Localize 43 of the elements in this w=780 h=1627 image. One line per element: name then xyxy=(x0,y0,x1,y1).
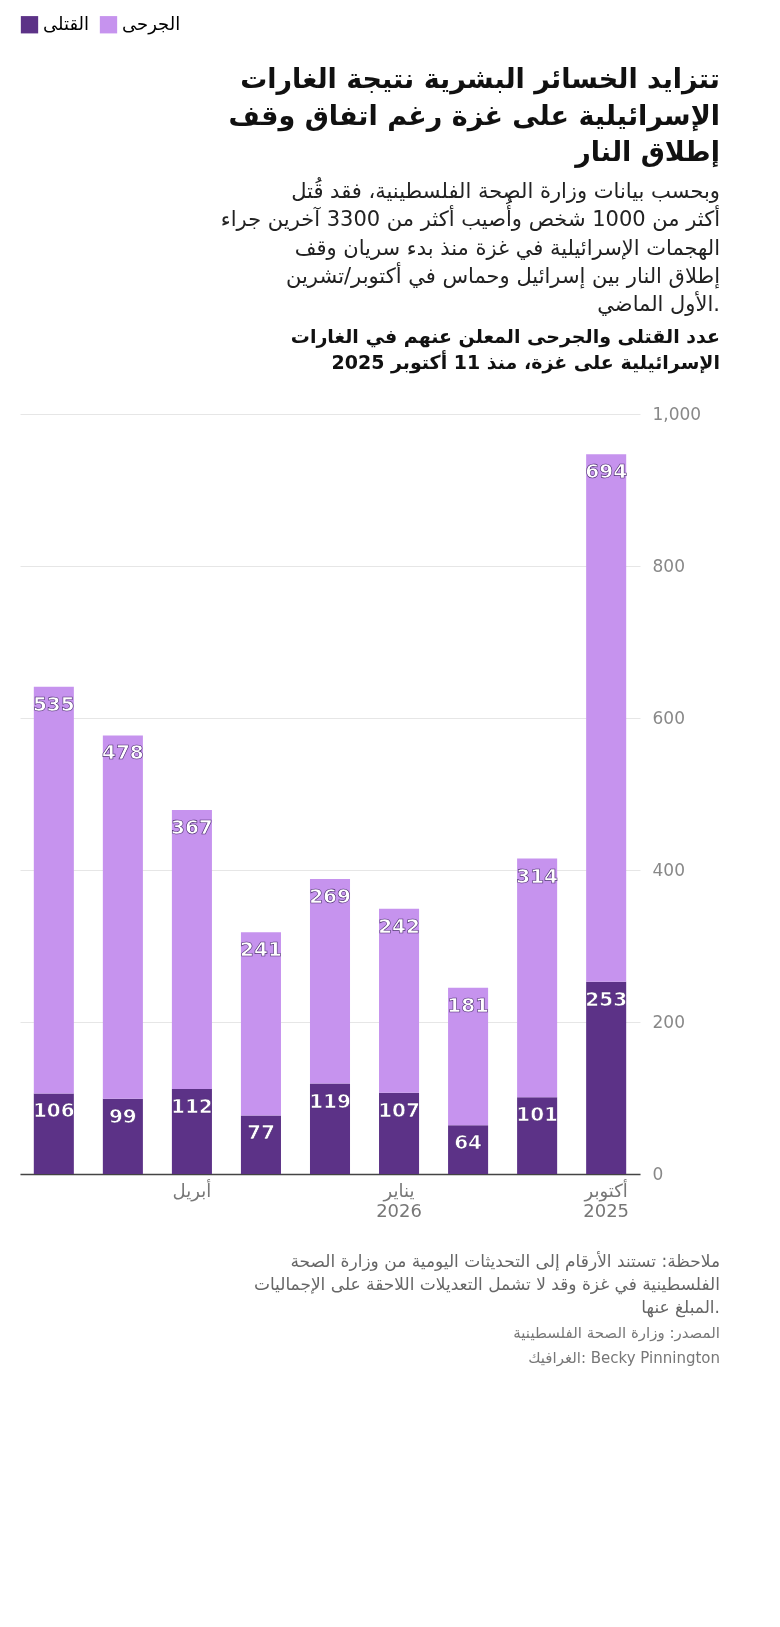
y-tick-label: 0 xyxy=(652,1163,664,1184)
legend-label: الجرحى xyxy=(122,12,181,35)
bar xyxy=(517,858,558,1098)
data-label: 314 xyxy=(516,863,558,888)
data-label: 101 xyxy=(516,1102,558,1127)
data-label: 107 xyxy=(378,1097,420,1122)
bar xyxy=(33,686,74,1094)
bar xyxy=(379,908,420,1093)
text: المصدر: وزارة الصحة الفلسطينية xyxy=(513,1324,720,1343)
x-tick-label: أبريل xyxy=(172,1178,212,1202)
data-label: 269 xyxy=(309,884,351,909)
bar xyxy=(586,981,627,1174)
data-label: 112 xyxy=(171,1093,213,1118)
data-label: 478 xyxy=(102,740,144,765)
text: عدد القتلى والجرحى المعلن عنهم في الغارات الإسرائيلية على غزة، منذ 11 أكتوبر 2025 xyxy=(290,325,720,374)
bar xyxy=(240,1115,281,1174)
bar xyxy=(586,454,627,982)
data-label: 242 xyxy=(378,913,420,938)
data-label: 253 xyxy=(585,986,628,1011)
data-label: 119 xyxy=(309,1088,351,1113)
text: ملاحظة: تستند الأرقام إلى التحديثات اليومية من وزارة الصحة الفلسطينية في غزة وقد لا تشمل التعديلات اللاحقة على الإجماليات المبلغ عنها. xyxy=(253,1250,720,1318)
data-label: 241 xyxy=(240,937,282,962)
data-label: 181 xyxy=(447,992,489,1017)
bar xyxy=(102,735,143,1099)
data-label: 106 xyxy=(32,1098,75,1123)
y-tick-label: 800 xyxy=(652,555,685,576)
data-label: 64 xyxy=(454,1130,483,1155)
chart-title: تتزايد الخسائر البشرية نتيجة الغارات الإسرائيلية على غزة رغم اتفاق وقف إطلاق النار xyxy=(228,63,720,169)
y-tick-label: 400 xyxy=(652,859,685,880)
legend-label: القتلى xyxy=(43,12,89,34)
y-tick-label: 200 xyxy=(652,1011,685,1032)
data-label: 535 xyxy=(32,691,75,716)
y-tick-label: 1,000 xyxy=(652,403,702,424)
y-tick-label: 600 xyxy=(652,707,685,728)
text: الغرافيك: Becky Pinnington xyxy=(528,1348,720,1367)
bar xyxy=(240,932,281,1116)
data-label: 99 xyxy=(108,1103,137,1128)
data-label: 77 xyxy=(247,1120,275,1145)
data-label: 367 xyxy=(171,814,213,839)
bar xyxy=(171,809,212,1089)
bar xyxy=(309,879,351,1084)
chart-subtitle: وبحسب بيانات وزارة الصحة الفلسطينية، فقد قُتل أكثر من 1000 شخص وأُصيب أكثر من 3300 آخرين جراء الهجمات الإسرائيلية في غزة منذ بدء سريان وقف إطلاق النار بين إسرائيل وحماس في أكتوبر/تشرين الأول الماضي. xyxy=(220,177,720,317)
bar xyxy=(448,987,489,1126)
